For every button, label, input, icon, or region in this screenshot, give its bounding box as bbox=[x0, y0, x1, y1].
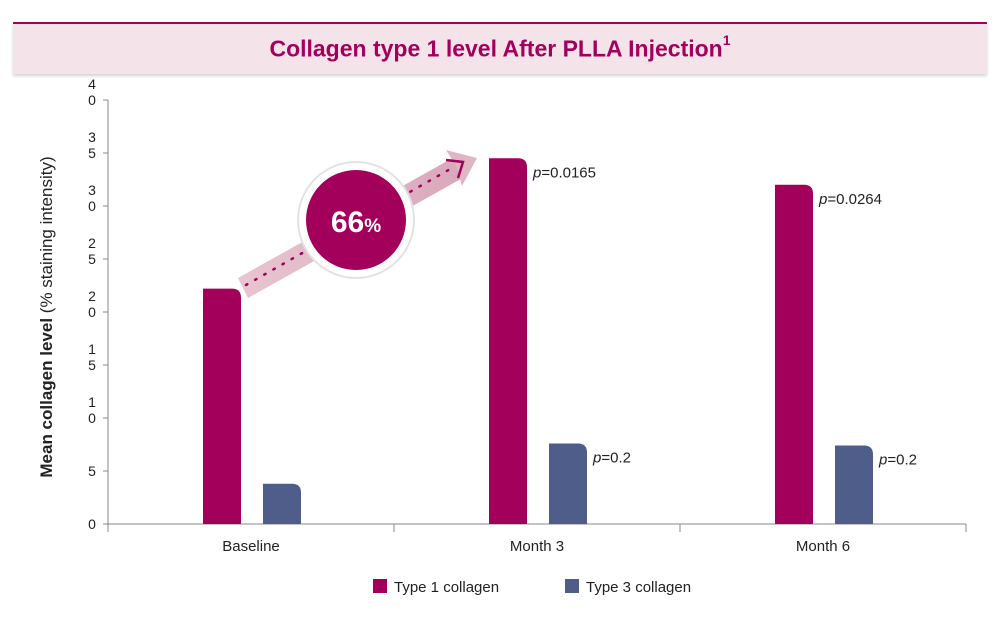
legend-swatch bbox=[565, 579, 579, 593]
x-axis: Baseline Month 3 Month 6 bbox=[107, 523, 967, 555]
p-value-labels: p=0.0165 p=0.0264 p=0.2 p=0.2 bbox=[532, 164, 917, 468]
bar bbox=[263, 483, 301, 524]
y-axis-label: Mean collagen level (% staining intensit… bbox=[37, 156, 56, 477]
title-banner: Collagen type 1 level After PLLA Injecti… bbox=[13, 22, 987, 74]
bar bbox=[549, 443, 587, 524]
bar bbox=[203, 288, 241, 524]
legend-label: Type 1 collagen bbox=[394, 579, 499, 596]
p-value-label: p=0.2 bbox=[592, 449, 631, 466]
x-tick-label: Month 6 bbox=[796, 538, 850, 555]
percent-badge: 66% bbox=[297, 161, 415, 279]
y-tick-label: 5 bbox=[88, 463, 96, 479]
y-axis: 0 5 1 0 1 5 2 0 2 5 3 0 3 5 4 0 bbox=[88, 76, 109, 532]
chart-title: Collagen type 1 level After PLLA Injecti… bbox=[269, 32, 731, 62]
legend-label: Type 3 collagen bbox=[586, 579, 691, 596]
bar bbox=[489, 158, 527, 525]
x-tick-label: Month 3 bbox=[510, 538, 564, 555]
y-tick-label: 0 bbox=[88, 516, 96, 532]
p-value-label: p=0.2 bbox=[878, 452, 917, 469]
percent-badge-text: 66% bbox=[331, 206, 381, 239]
legend-swatch bbox=[373, 579, 387, 593]
percent-badge-circle bbox=[306, 170, 406, 270]
p-value-label: p=0.0264 bbox=[818, 191, 882, 208]
p-value-label: p=0.0165 bbox=[532, 164, 596, 181]
x-tick-label: Baseline bbox=[222, 538, 280, 555]
legend: Type 1 collagen Type 3 collagen bbox=[373, 579, 691, 596]
title-superscript: 1 bbox=[722, 32, 731, 48]
bar bbox=[775, 184, 813, 525]
bar bbox=[835, 445, 873, 524]
bars bbox=[203, 158, 873, 525]
growth-arrow-tip bbox=[445, 158, 465, 179]
